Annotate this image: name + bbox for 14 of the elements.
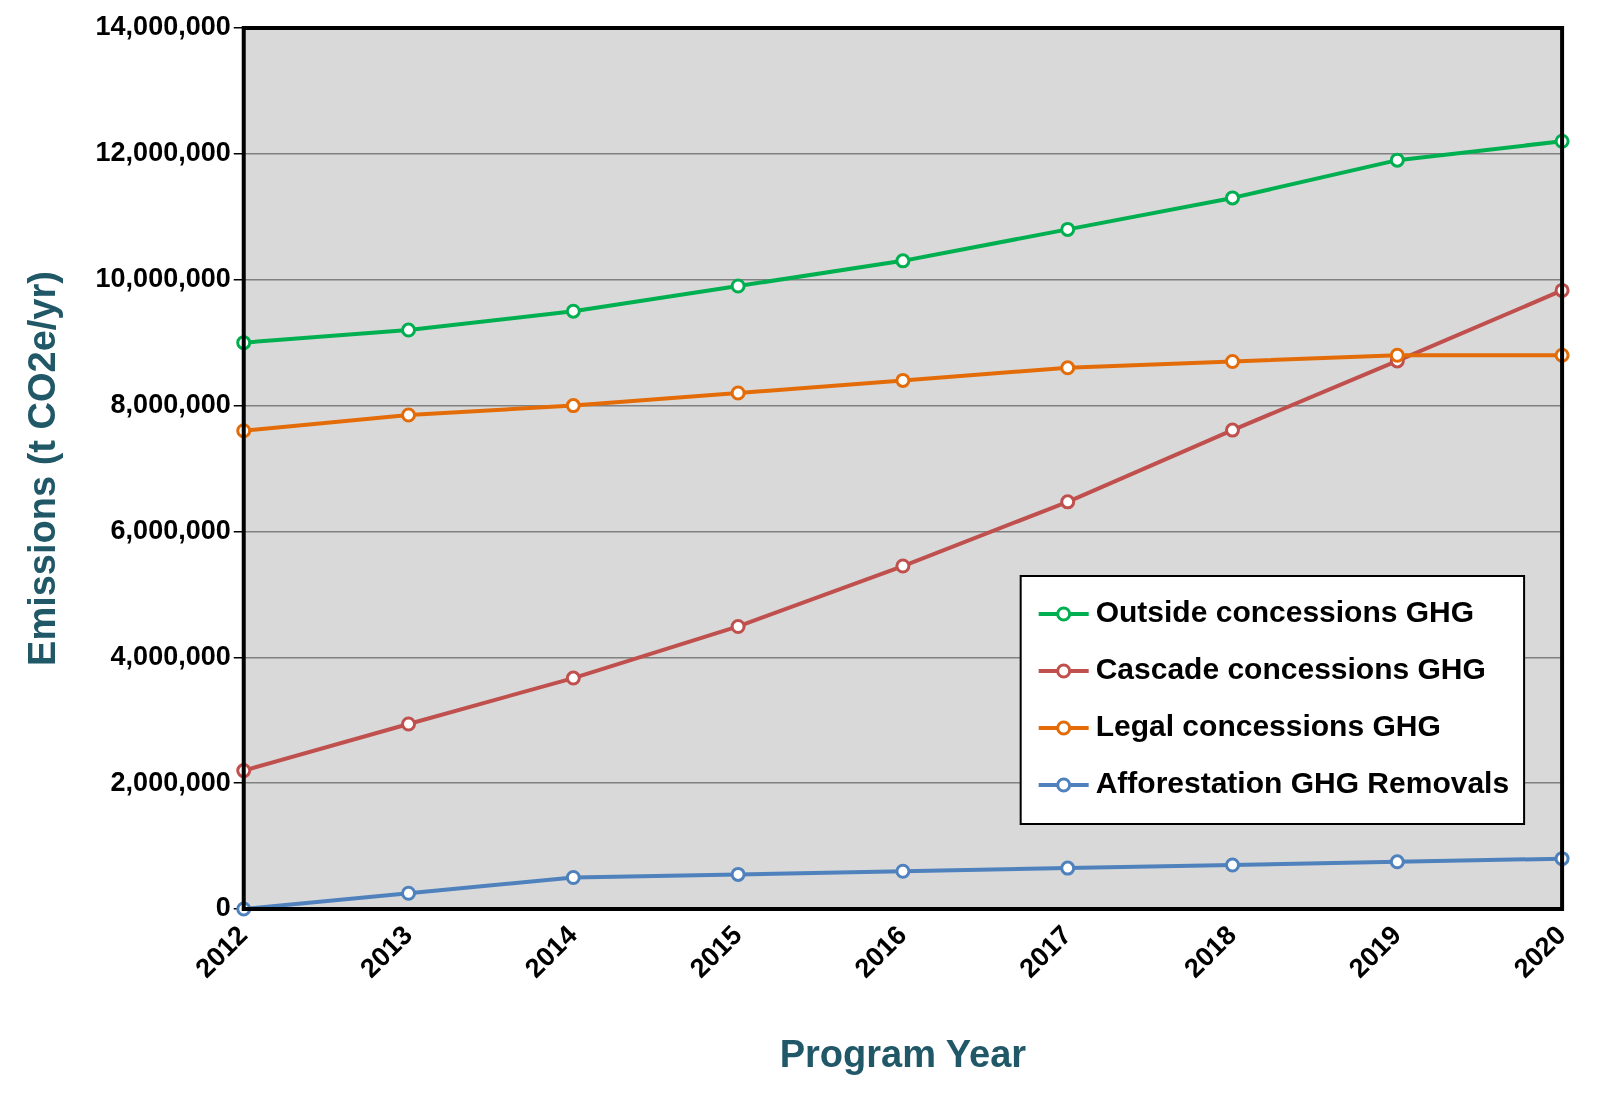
legend-label: Outside concessions GHG [1095, 595, 1475, 629]
legend-label: Legal concessions GHG [1095, 709, 1441, 743]
y-tick-label: 4,000,000 [110, 640, 231, 671]
y-tick-label: 14,000,000 [95, 11, 231, 42]
y-tick-label: 8,000,000 [110, 389, 231, 420]
y-tick-label: 6,000,000 [110, 514, 231, 545]
y-axis-title: Emissions (t CO2e/yr) [21, 271, 64, 666]
y-tick-label: 10,000,000 [95, 263, 231, 294]
x-axis-title: Program Year [779, 1032, 1027, 1075]
y-tick-label: 12,000,000 [95, 137, 231, 168]
legend-label: Cascade concessions GHG [1095, 652, 1486, 686]
legend-label: Afforestation GHG Removals [1095, 766, 1510, 800]
y-tick-label: 2,000,000 [110, 766, 231, 797]
y-tick-label: 0 [215, 892, 231, 923]
